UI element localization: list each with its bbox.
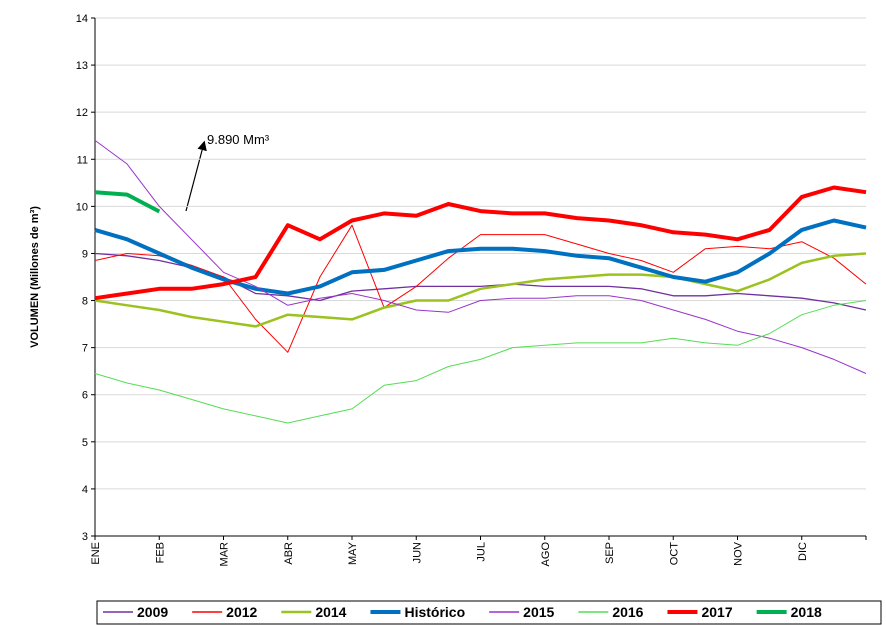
series-line bbox=[94, 224, 867, 353]
x-tick-label: JUN bbox=[411, 542, 423, 563]
legend-box bbox=[96, 600, 882, 625]
y-axis-label: VOLUMEN (Millones de m³) bbox=[29, 206, 41, 348]
series-line bbox=[94, 185, 867, 301]
x-tick-label: MAY bbox=[347, 541, 359, 565]
series-line bbox=[94, 190, 161, 214]
annotation-arrow bbox=[185, 140, 207, 212]
y-tick-label: 4 bbox=[82, 484, 88, 496]
x-tick-label: DIC bbox=[797, 542, 809, 561]
y-tick-label: 9 bbox=[82, 248, 88, 260]
series-line bbox=[94, 218, 867, 296]
series-line bbox=[94, 252, 867, 328]
x-tick-label: SEP bbox=[604, 542, 616, 564]
legend-label: 2017 bbox=[701, 604, 732, 620]
series-line bbox=[94, 300, 867, 424]
legend-label: 2015 bbox=[523, 604, 554, 620]
y-tick-label: 10 bbox=[76, 201, 88, 213]
x-tick-label: FEB bbox=[154, 542, 166, 563]
legend-label: 2014 bbox=[315, 604, 346, 620]
y-tick-label: 8 bbox=[82, 296, 88, 308]
series-line bbox=[94, 252, 867, 311]
x-tick-label: NOV bbox=[733, 541, 745, 566]
y-tick-label: 11 bbox=[77, 154, 88, 166]
y-tick-label: 5 bbox=[82, 437, 88, 449]
x-tick-label: MAR bbox=[219, 542, 231, 567]
x-tick-label: ENE bbox=[90, 542, 102, 565]
y-tick-label: 12 bbox=[76, 107, 88, 119]
legend-label: 2016 bbox=[612, 604, 643, 620]
legend-label: 2018 bbox=[791, 604, 822, 620]
y-tick-label: 7 bbox=[82, 343, 88, 355]
series-line bbox=[94, 139, 867, 374]
y-tick-label: 3 bbox=[82, 531, 88, 543]
x-tick-label: JUL bbox=[476, 542, 488, 562]
legend-label: Histórico bbox=[404, 604, 465, 620]
x-tick-label: OCT bbox=[668, 542, 680, 566]
y-tick-label: 6 bbox=[82, 390, 88, 402]
annotation: 9.890 Mm³ bbox=[207, 132, 270, 147]
x-tick-label: ABR bbox=[283, 542, 295, 565]
legend-label: 2012 bbox=[226, 604, 257, 620]
y-tick-label: 14 bbox=[76, 13, 88, 25]
x-tick-label: AGO bbox=[540, 542, 552, 567]
legend-label: 2009 bbox=[137, 604, 168, 620]
y-tick-label: 13 bbox=[76, 60, 88, 72]
